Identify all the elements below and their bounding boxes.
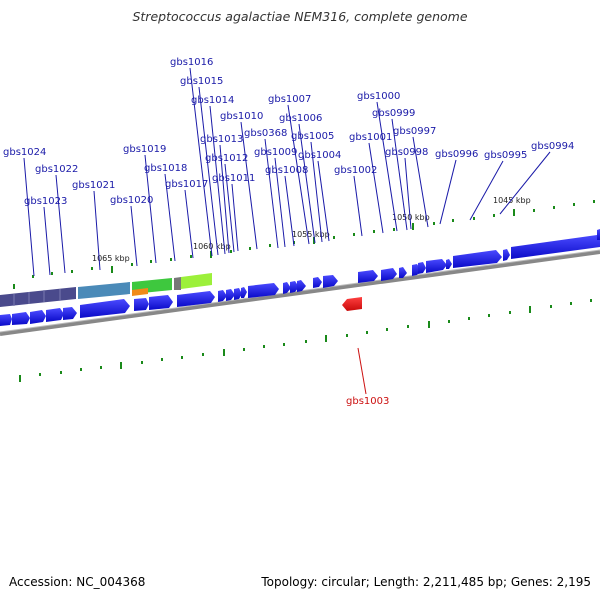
- gene-arrow: [234, 288, 242, 300]
- feature-bar-purple: [0, 287, 76, 307]
- gene-arrow: [12, 312, 30, 325]
- gene-label: gbs1000: [357, 91, 400, 102]
- gene-arrow: [290, 281, 299, 293]
- gene-arrow: [597, 229, 600, 240]
- gene-label: gbs0996: [435, 149, 478, 160]
- gene-label: gbs1010: [220, 111, 263, 122]
- scale-label: 1065 kbp: [92, 254, 130, 263]
- scale-ticks-inner: [19, 299, 592, 382]
- gene-label: gbs1007: [268, 94, 311, 105]
- gene-arrow: [381, 268, 397, 281]
- gene-arrow: [283, 282, 291, 294]
- gene-label: gbs1009: [254, 147, 297, 158]
- gene-label: gbs1006: [279, 113, 322, 124]
- gene-arrow: [30, 310, 46, 324]
- gene-arrow: [241, 287, 247, 298]
- gene-arrow: [323, 275, 338, 288]
- gene-arrow: [453, 250, 502, 268]
- gene-label: gbs1005: [291, 131, 334, 142]
- gene-arrow: [226, 289, 235, 301]
- gene-arrow: [248, 283, 279, 298]
- feature-bar-lime: [181, 273, 212, 289]
- highlight-leader-line: [357, 347, 367, 395]
- gene-label: gbs1019: [123, 144, 166, 155]
- feature-bar-steelblue: [78, 282, 130, 299]
- scale-labels: 1065 kbp 1060 kbp 1055 kbp 1050 kbp 1045…: [92, 196, 531, 263]
- gene-label: gbs0368: [244, 128, 287, 139]
- gene-arrow: [134, 298, 149, 311]
- gene-arrow: [46, 308, 64, 322]
- gene-label: gbs0999: [372, 108, 415, 119]
- scale-label: 1050 kbp: [392, 213, 430, 222]
- gene-label: gbs1013: [200, 134, 243, 145]
- gene-label: gbs1020: [110, 195, 153, 206]
- gene-label: gbs1018: [144, 163, 187, 174]
- scale-label: 1045 kbp: [493, 196, 531, 205]
- scale-ticks-outer: [13, 200, 595, 289]
- scale-label: 1055 kbp: [292, 230, 330, 239]
- gene-arrow: [297, 280, 306, 292]
- map-title: Streptococcus agalactiae NEM316, complet…: [132, 9, 468, 24]
- gene-label: gbs1011: [212, 173, 255, 184]
- gene-label: gbs0998: [385, 147, 428, 158]
- gene-label: gbs1001: [349, 132, 392, 143]
- gene-labels: gbs1024 gbs1023 gbs1022 gbs1021 gbs1020 …: [3, 57, 574, 207]
- gene-label: gbs1014: [191, 95, 234, 106]
- gene-label: gbs1022: [35, 164, 78, 175]
- gene-label-highlighted: gbs1003: [346, 396, 389, 407]
- gene-arrow: [446, 259, 452, 269]
- scale-label: 1060 kbp: [193, 242, 231, 251]
- gene-label: gbs1015: [180, 76, 223, 87]
- gene-arrow: [313, 277, 322, 288]
- label-leader-lines: [23, 67, 551, 277]
- feature-bar-orange: [132, 288, 148, 296]
- genome-summary: Topology: circular; Length: 2,211,485 bp…: [261, 575, 591, 589]
- gene-label: gbs1021: [72, 180, 115, 191]
- gene-label: gbs0995: [484, 150, 527, 161]
- gene-label: gbs1024: [3, 147, 46, 158]
- gene-arrow-highlighted: [342, 297, 362, 311]
- gene-arrow: [63, 307, 77, 320]
- gene-label: gbs1016: [170, 57, 213, 68]
- gene-label: gbs1004: [298, 150, 341, 161]
- gene-label: gbs1012: [205, 153, 248, 164]
- gene-arrow: [177, 291, 215, 307]
- gene-label: gbs1023: [24, 196, 67, 207]
- gene-arrow: [399, 267, 407, 278]
- genome-backbone: [0, 250, 600, 336]
- gene-arrow: [511, 235, 600, 259]
- gene-arrow: [149, 295, 173, 310]
- gene-label: gbs1008: [265, 165, 308, 176]
- feature-bar-gray: [174, 277, 181, 290]
- gene-arrow: [0, 314, 12, 326]
- accession-text: Accession: NC_004368: [9, 575, 146, 589]
- gene-arrow: [503, 249, 510, 261]
- gene-arrow: [418, 262, 426, 274]
- gene-label: gbs1017: [165, 179, 208, 190]
- gene-arrow: [358, 270, 378, 283]
- gene-label: gbs0994: [531, 141, 574, 152]
- gene-arrow: [426, 259, 447, 273]
- gene-label: gbs0997: [393, 126, 436, 137]
- gene-label: gbs1002: [334, 165, 377, 176]
- gene-arrow: [80, 299, 130, 318]
- gene-arrow: [218, 290, 227, 302]
